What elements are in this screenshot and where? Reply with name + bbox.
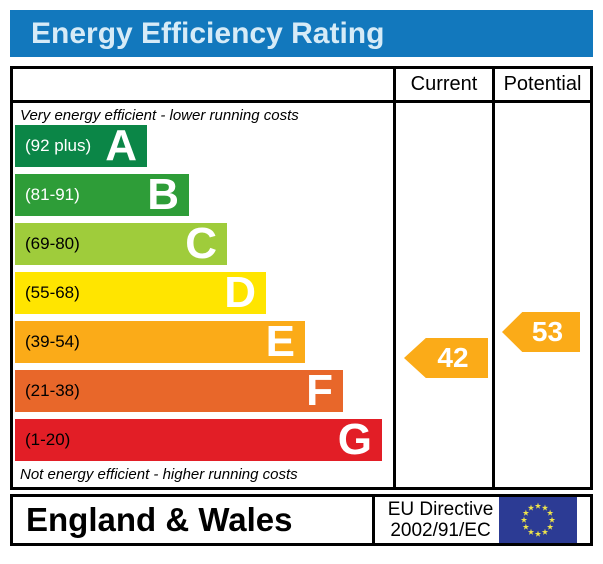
footer: England & Wales EU Directive 2002/91/EC: [10, 494, 593, 546]
title-bar: Energy Efficiency Rating: [10, 10, 593, 57]
page-title: Energy Efficiency Rating: [31, 16, 385, 50]
band-a-letter: A: [105, 121, 137, 170]
band-f-letter: F: [306, 366, 333, 415]
bands-column-header: [13, 69, 393, 103]
band-g: (1-20) G: [15, 415, 382, 464]
potential-column-body: 53: [495, 103, 590, 487]
potential-column: Potential 53: [492, 69, 590, 487]
top-caption: Very energy efficient - lower running co…: [20, 107, 299, 124]
bottom-caption: Not energy efficient - higher running co…: [20, 466, 298, 483]
band-e: (39-54) E: [15, 317, 305, 366]
band-e-letter: E: [265, 317, 295, 366]
band-e-range: (39-54): [25, 332, 80, 351]
band-b: (81-91) B: [15, 170, 189, 219]
band-f-range: (21-38): [25, 381, 80, 400]
current-rating-value: 42: [437, 342, 469, 373]
band-c: (69-80) C: [15, 219, 227, 268]
band-d-range: (55-68): [25, 283, 80, 302]
band-b-range: (81-91): [25, 185, 80, 204]
current-column: Current 42: [393, 69, 492, 487]
potential-rating-value: 53: [531, 316, 564, 347]
band-a: (92 plus) A: [15, 121, 147, 170]
region-label: England & Wales: [26, 501, 293, 538]
current-column-body: 42: [396, 103, 492, 487]
footer-region-cell: England & Wales: [13, 497, 375, 543]
current-rating-marker: 42: [404, 338, 488, 378]
band-c-letter: C: [185, 219, 217, 268]
band-c-range: (69-80): [25, 234, 80, 253]
band-g-range: (1-20): [25, 430, 71, 449]
band-d-letter: D: [224, 268, 256, 317]
eu-directive-line2: 2002/91/EC: [390, 520, 491, 541]
band-d: (55-68) D: [15, 268, 266, 317]
footer-directive-cell: EU Directive 2002/91/EC: [375, 497, 590, 543]
eu-directive-line1: EU Directive: [387, 499, 494, 520]
bands-column: Very energy efficient - lower running co…: [13, 69, 393, 487]
eu-directive-label: EU Directive 2002/91/EC: [388, 499, 494, 541]
rating-table: Very energy efficient - lower running co…: [10, 66, 593, 490]
potential-column-header: Potential: [495, 69, 590, 103]
current-column-header: Current: [396, 69, 492, 103]
band-g-letter: G: [337, 415, 372, 464]
potential-rating-marker: 53: [502, 312, 580, 352]
band-b-letter: B: [147, 170, 179, 219]
band-a-range: (92 plus): [25, 136, 92, 155]
eu-flag-icon: [499, 497, 578, 543]
band-f: (21-38) F: [15, 366, 343, 415]
bands-area: Very energy efficient - lower running co…: [13, 103, 393, 487]
